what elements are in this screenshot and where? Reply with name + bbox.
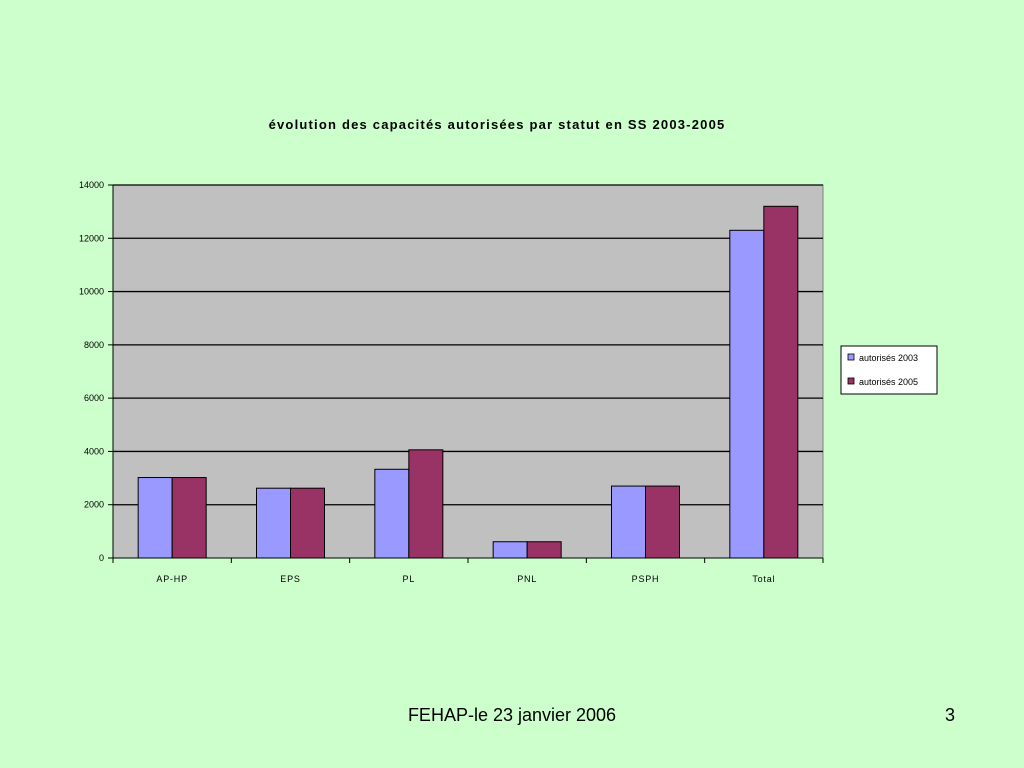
bar-eps-2003 [256, 487, 291, 559]
chart-title: évolution des capacités autorisées par s… [269, 117, 726, 132]
legend-box [840, 345, 938, 395]
x-tick-label: AP-HP [156, 574, 188, 584]
x-tick-label: EPS [280, 574, 300, 584]
x-tick-labels: AP-HP EPS PL PNL PSPH Total [156, 574, 775, 584]
bar-psph-2005 [645, 485, 680, 559]
bar-pl-2003 [374, 468, 410, 559]
legend-swatch-2003 [847, 353, 855, 361]
y-tick-label: 0 [99, 553, 104, 563]
bar-pnl-2005 [526, 541, 562, 559]
x-tick-label: Total [752, 574, 775, 584]
y-tick-label: 12000 [79, 233, 104, 243]
bar-eps-2005 [290, 487, 325, 559]
bar-pl-2005 [408, 449, 444, 559]
bar-pnl-2003 [492, 541, 528, 559]
x-tick-label: PNL [517, 574, 537, 584]
y-tick-label: 6000 [84, 393, 104, 403]
legend-label-2005: autorisés 2005 [859, 377, 918, 387]
y-tick-label: 4000 [84, 446, 104, 456]
grid-lines [113, 184, 823, 506]
bar-total-2005 [763, 205, 799, 559]
plot-area [112, 184, 824, 559]
footer-text: FEHAP-le 23 janvier 2006 [407, 705, 617, 725]
legend-label-2003: autorisés 2003 [859, 353, 918, 363]
bar-total-2003 [729, 229, 765, 559]
x-tick-label: PL [403, 574, 416, 584]
y-tick-label: 10000 [79, 287, 104, 297]
y-tick-label: 8000 [84, 340, 104, 350]
y-tick-label: 2000 [84, 500, 104, 510]
bar-ap-hp-2003 [137, 477, 173, 559]
legend: autorisés 2003 autorisés 2005 [840, 345, 938, 395]
y-tick-labels: 0 2000 4000 6000 8000 10000 12000 14000 [79, 180, 104, 563]
axes [108, 184, 824, 563]
y-tick-label: 14000 [79, 180, 104, 190]
legend-swatch-2005 [847, 377, 855, 385]
bars [137, 205, 799, 559]
bar-psph-2003 [611, 485, 646, 559]
bar-ap-hp-2005 [171, 477, 207, 559]
page-number: 3 [945, 705, 956, 725]
x-tick-label: PSPH [632, 574, 660, 584]
